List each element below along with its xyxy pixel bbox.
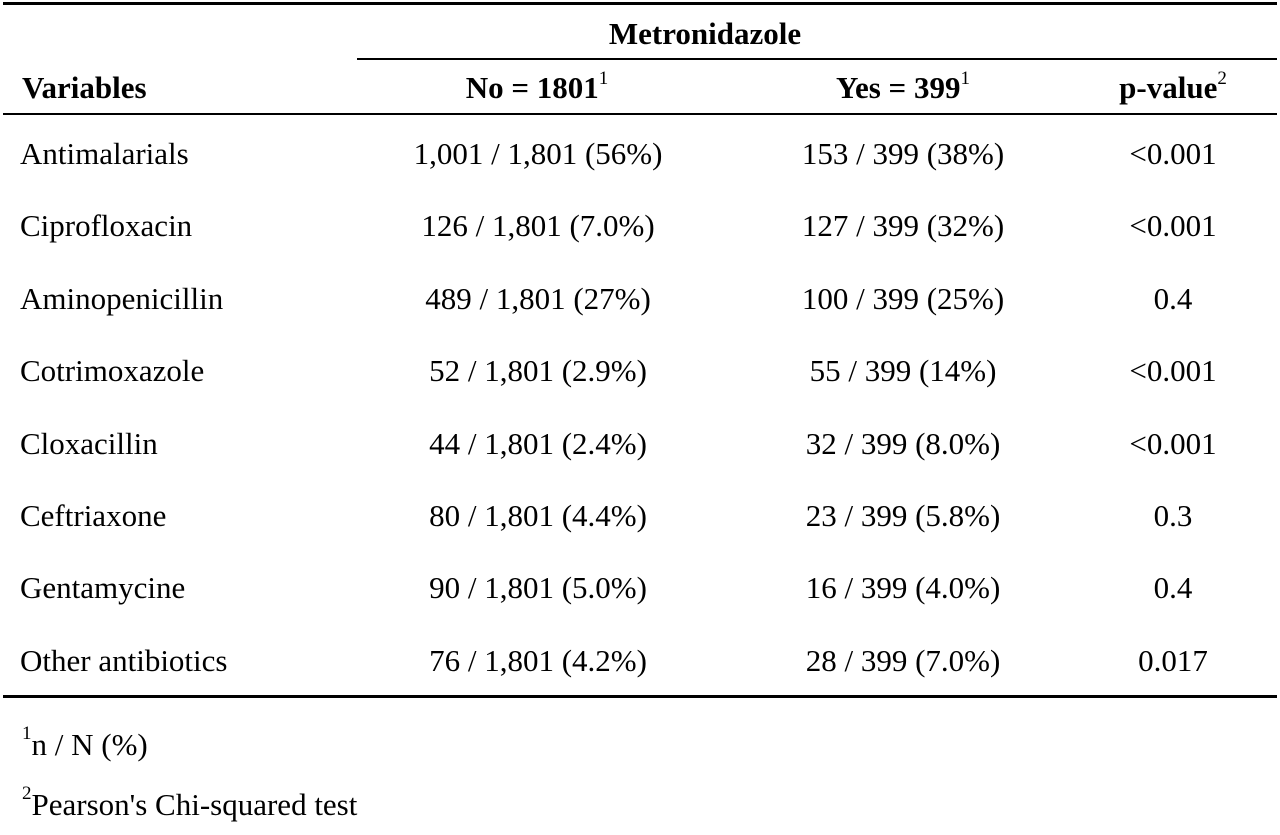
row-pvalue: <0.001 <box>1129 136 1217 171</box>
row-variable: Antimalarials <box>20 136 189 171</box>
row-no-value: 90 / 1,801 (5.0%) <box>429 570 647 605</box>
row-yes-value: 32 / 399 (8.0%) <box>805 426 1001 461</box>
header-yes-footnote-mark: 1 <box>960 68 970 89</box>
footnote-2: 2Pearson's Chi-squared test <box>22 783 358 823</box>
header-bottom-rule <box>3 113 1277 115</box>
footnote-1-text: n / N (%) <box>31 727 148 762</box>
row-variable: Cloxacillin <box>20 426 158 461</box>
row-variable: Ceftriaxone <box>20 498 167 533</box>
row-yes-value: 153 / 399 (38%) <box>801 136 1005 171</box>
header-yes-label: Yes = 399 <box>836 70 961 105</box>
row-variable: Cotrimoxazole <box>20 353 205 388</box>
table-top-rule <box>3 2 1277 5</box>
footnote-2-text: Pearson's Chi-squared test <box>31 787 358 822</box>
table-bottom-rule <box>3 695 1277 698</box>
header-no: No = 18011 <box>465 69 609 105</box>
row-no-value: 489 / 1,801 (27%) <box>425 281 651 316</box>
row-pvalue: <0.001 <box>1129 426 1217 461</box>
row-variable: Ciprofloxacin <box>20 208 193 243</box>
footnote-2-mark: 2 <box>22 783 32 804</box>
header-variables: Variables <box>22 72 147 103</box>
group-header: Metronidazole <box>608 16 802 51</box>
row-no-value: 80 / 1,801 (4.4%) <box>429 498 647 533</box>
row-pvalue: 0.4 <box>1153 281 1193 316</box>
row-variable: Gentamycine <box>20 570 186 605</box>
group-header-rule <box>357 58 1277 60</box>
row-no-value: 52 / 1,801 (2.9%) <box>429 353 647 388</box>
row-yes-value: 23 / 399 (5.8%) <box>805 498 1001 533</box>
header-no-footnote-mark: 1 <box>598 68 609 89</box>
footnote-1: 1n / N (%) <box>22 723 148 763</box>
row-pvalue: 0.4 <box>1153 570 1193 605</box>
row-variable: Other antibiotics <box>20 643 228 678</box>
header-variables-label: Variables <box>22 70 147 105</box>
header-no-label: No = 1801 <box>465 70 599 105</box>
row-pvalue: <0.001 <box>1129 208 1217 243</box>
header-pvalue-label: p-value <box>1119 70 1218 105</box>
footnote-1-mark: 1 <box>22 723 32 744</box>
row-yes-value: 100 / 399 (25%) <box>801 281 1005 316</box>
row-pvalue: 0.017 <box>1138 643 1208 678</box>
row-variable: Aminopenicillin <box>20 281 224 316</box>
row-no-value: 44 / 1,801 (2.4%) <box>429 426 647 461</box>
row-yes-value: 16 / 399 (4.0%) <box>805 570 1001 605</box>
header-pvalue-footnote-mark: 2 <box>1217 68 1227 89</box>
row-yes-value: 55 / 399 (14%) <box>809 353 997 388</box>
row-pvalue: <0.001 <box>1129 353 1217 388</box>
row-yes-value: 28 / 399 (7.0%) <box>805 643 1001 678</box>
header-yes: Yes = 3991 <box>836 69 970 105</box>
row-pvalue: 0.3 <box>1153 498 1193 533</box>
row-no-value: 126 / 1,801 (7.0%) <box>421 208 655 243</box>
header-pvalue: p-value2 <box>1119 69 1227 105</box>
row-no-value: 76 / 1,801 (4.2%) <box>429 643 647 678</box>
row-yes-value: 127 / 399 (32%) <box>801 208 1005 243</box>
row-no-value: 1,001 / 1,801 (56%) <box>413 136 663 171</box>
